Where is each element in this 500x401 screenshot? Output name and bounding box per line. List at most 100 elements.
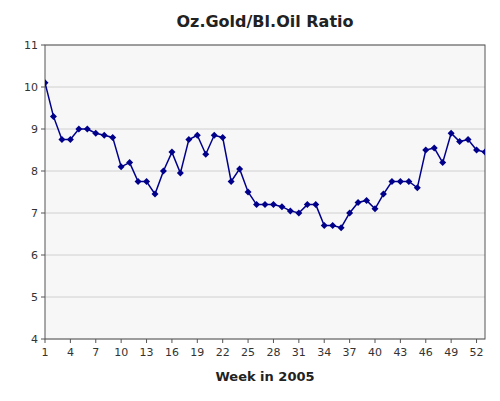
marker <box>58 136 65 143</box>
x-tick <box>248 339 249 343</box>
y-tick-label: 4 <box>31 333 38 346</box>
x-tick-label: 4 <box>67 346 74 359</box>
marker <box>211 132 218 139</box>
marker <box>152 191 159 198</box>
x-tick-label: 28 <box>266 346 280 359</box>
marker <box>405 178 412 185</box>
y-tick <box>41 171 45 172</box>
x-tick <box>197 339 198 343</box>
x-tick <box>222 339 223 343</box>
marker <box>168 149 175 156</box>
x-tick-label: 7 <box>92 346 99 359</box>
marker <box>422 147 429 154</box>
marker <box>75 126 82 133</box>
marker <box>329 222 336 229</box>
x-tick-label: 31 <box>292 346 306 359</box>
line <box>45 83 485 228</box>
marker <box>135 178 142 185</box>
marker <box>194 132 201 139</box>
x-tick <box>324 339 325 343</box>
grid-line <box>45 171 485 172</box>
series <box>45 79 485 231</box>
marker <box>160 168 167 175</box>
x-tick-label: 37 <box>343 346 357 359</box>
y-tick <box>41 45 45 46</box>
marker <box>431 144 438 151</box>
marker <box>397 178 404 185</box>
marker <box>50 113 57 120</box>
marker <box>287 207 294 214</box>
marker <box>228 178 235 185</box>
marker <box>304 201 311 208</box>
y-tick <box>41 297 45 298</box>
y-tick-label: 8 <box>31 165 38 178</box>
grid-line <box>45 87 485 88</box>
x-tick <box>349 339 350 343</box>
marker <box>270 201 277 208</box>
x-tick <box>45 339 46 343</box>
marker <box>45 79 49 86</box>
marker <box>67 136 74 143</box>
marker <box>253 201 260 208</box>
x-tick-label: 16 <box>165 346 179 359</box>
x-tick-label: 43 <box>393 346 407 359</box>
marker <box>177 170 184 177</box>
x-tick-label: 13 <box>140 346 154 359</box>
marker <box>295 210 302 217</box>
x-tick-label: 46 <box>419 346 433 359</box>
marker <box>465 136 472 143</box>
x-tick <box>425 339 426 343</box>
marker <box>346 210 353 217</box>
grid-line <box>45 129 485 130</box>
marker <box>143 178 150 185</box>
marker <box>236 165 243 172</box>
grid-line <box>45 255 485 256</box>
marker <box>84 126 91 133</box>
x-tick-label: 34 <box>317 346 331 359</box>
marker <box>338 224 345 231</box>
marker <box>380 191 387 198</box>
x-tick <box>171 339 172 343</box>
y-tick-label: 11 <box>24 39 38 52</box>
x-tick <box>400 339 401 343</box>
x-tick-label: 22 <box>216 346 230 359</box>
marker <box>278 203 285 210</box>
marker <box>245 189 252 196</box>
plot-area <box>45 45 485 339</box>
y-tick-label: 10 <box>24 81 38 94</box>
x-tick <box>95 339 96 343</box>
x-tick <box>298 339 299 343</box>
x-tick <box>273 339 274 343</box>
x-tick-label: 52 <box>470 346 484 359</box>
y-tick-label: 9 <box>31 123 38 136</box>
x-tick <box>146 339 147 343</box>
y-tick-label: 5 <box>31 291 38 304</box>
marker <box>414 184 421 191</box>
y-tick-label: 7 <box>31 207 38 220</box>
grid-line <box>45 297 485 298</box>
marker <box>219 134 226 141</box>
marker <box>202 151 209 158</box>
y-tick-label: 6 <box>31 249 38 262</box>
x-tick-label: 10 <box>114 346 128 359</box>
marker <box>355 199 362 206</box>
x-tick <box>121 339 122 343</box>
marker <box>92 130 99 137</box>
x-tick <box>70 339 71 343</box>
marker <box>101 132 108 139</box>
marker <box>372 205 379 212</box>
marker <box>185 136 192 143</box>
marker <box>118 163 125 170</box>
y-tick <box>41 339 45 340</box>
plot-frame <box>45 45 485 339</box>
x-tick <box>476 339 477 343</box>
marker <box>321 222 328 229</box>
y-tick <box>41 255 45 256</box>
y-tick <box>41 87 45 88</box>
x-tick-label: 25 <box>241 346 255 359</box>
y-tick <box>41 129 45 130</box>
marker <box>456 138 463 145</box>
x-tick-label: 19 <box>190 346 204 359</box>
marker <box>109 134 116 141</box>
x-tick <box>375 339 376 343</box>
